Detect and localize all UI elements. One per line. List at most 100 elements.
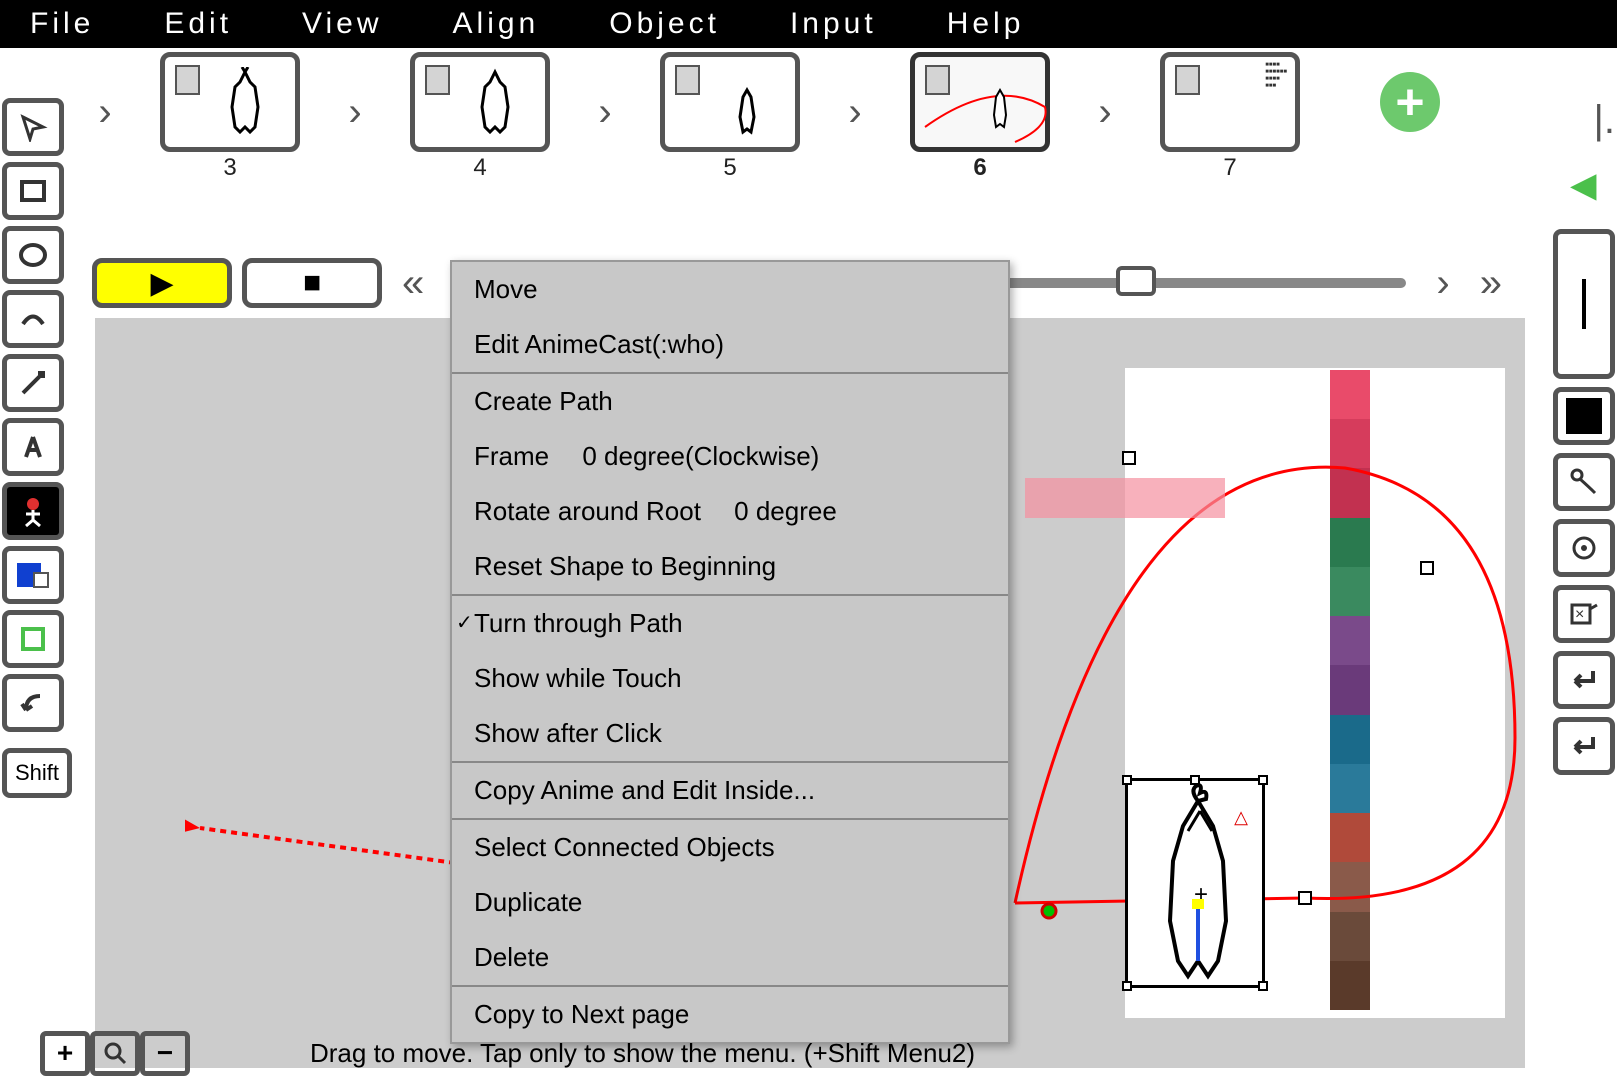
- color-cell: [1330, 616, 1370, 665]
- color-cell: [1330, 518, 1370, 567]
- thumb-num: 5: [723, 154, 736, 182]
- thumb-num: 6: [973, 154, 986, 182]
- left-toolbar: Shift: [2, 98, 77, 798]
- character-object[interactable]: △ +: [1125, 778, 1265, 988]
- menu-align[interactable]: Align: [453, 7, 540, 41]
- color-cell: [1330, 862, 1370, 911]
- thumb-arrow-icon: ›: [590, 72, 620, 152]
- curve-tool[interactable]: [2, 290, 64, 348]
- menu-item-label: Frame 0 degree(Clockwise): [474, 441, 819, 471]
- rewind-button[interactable]: «: [392, 261, 434, 306]
- menu-view[interactable]: View: [302, 7, 382, 41]
- undo-tool[interactable]: [2, 674, 64, 732]
- thumb-7[interactable]: ■■■■■■■■■■■■■■■■■ 7: [1160, 52, 1300, 182]
- menu-item[interactable]: Reset Shape to Beginning: [452, 539, 1008, 594]
- zoom-fit-button[interactable]: [90, 1031, 140, 1076]
- next-button[interactable]: ›: [1426, 261, 1459, 306]
- menu-item-label: Move: [474, 274, 538, 304]
- color-cell: [1330, 912, 1370, 961]
- right-toolbar: |. ◄ ×: [1540, 98, 1615, 775]
- rect-tool[interactable]: [2, 162, 64, 220]
- circle-tool[interactable]: [2, 226, 64, 284]
- thumb-num: 3: [223, 154, 236, 182]
- menu-item[interactable]: Rotate around Root 0 degree: [452, 484, 1008, 539]
- text-tool[interactable]: [2, 418, 64, 476]
- menu-item-label: Duplicate: [474, 887, 582, 917]
- thumb-3[interactable]: 3: [160, 52, 300, 182]
- color-blue-tool[interactable]: [2, 546, 64, 604]
- thumb-4[interactable]: 4: [410, 52, 550, 182]
- stop-button[interactable]: ■: [242, 258, 382, 308]
- svg-text:×: ×: [1575, 606, 1584, 623]
- node-tool[interactable]: [1553, 519, 1615, 577]
- delete-node-tool[interactable]: ×: [1553, 585, 1615, 643]
- status-text: Drag to move. Tap only to show the menu.…: [310, 1038, 975, 1069]
- play-button[interactable]: ▶: [92, 258, 232, 308]
- menu-item-label: Delete: [474, 942, 549, 972]
- color-cell: [1330, 665, 1370, 714]
- thumb-arrow-icon: ›: [90, 72, 120, 152]
- line-tool[interactable]: [2, 354, 64, 412]
- menu-item[interactable]: Frame 0 degree(Clockwise): [452, 429, 1008, 484]
- menu-item[interactable]: Copy Anime and Edit Inside...: [452, 763, 1008, 818]
- zoom-in-button[interactable]: +: [40, 1031, 90, 1076]
- ffwd-button[interactable]: »: [1470, 261, 1512, 306]
- thumb-arrow-icon: ›: [840, 72, 870, 152]
- add-page-button[interactable]: +: [1380, 72, 1440, 132]
- menu-item[interactable]: Delete: [452, 930, 1008, 985]
- shift-button[interactable]: Shift: [2, 748, 72, 798]
- thumb-arrow-icon: ›: [1090, 72, 1120, 152]
- fill-preview[interactable]: [1553, 387, 1615, 445]
- enter-tool[interactable]: [1553, 651, 1615, 709]
- arrow-tool[interactable]: [2, 98, 64, 156]
- color-strip: [1330, 370, 1370, 1010]
- timeline-handle[interactable]: [1116, 266, 1156, 296]
- red-arrow: [185, 818, 465, 878]
- menubar: File Edit View Align Object Input Help: [0, 0, 1617, 48]
- menu-item-label: Show while Touch: [474, 663, 682, 693]
- menu-item[interactable]: Edit AnimeCast(:who): [452, 317, 1008, 372]
- context-menu: Move Edit AnimeCast(:who) Create Path Frame…: [450, 260, 1010, 1044]
- green-arrow-icon[interactable]: ◄: [1561, 161, 1605, 211]
- menu-item[interactable]: Show after Click: [452, 706, 1008, 761]
- menu-item-label: Select Connected Objects: [474, 832, 775, 862]
- color-cell: [1330, 567, 1370, 616]
- menu-item[interactable]: ✓Turn through Path: [452, 596, 1008, 651]
- color-cell: [1330, 813, 1370, 862]
- color-cell: [1330, 961, 1370, 1010]
- thumb-num: 7: [1223, 154, 1236, 182]
- color-cell: [1330, 764, 1370, 813]
- thumb-num: 4: [473, 154, 486, 182]
- color-cell: [1330, 370, 1370, 419]
- page-thumbnails: › 3 › 4 › 5 › 6 ›: [90, 52, 1527, 187]
- menu-item-label: Reset Shape to Beginning: [474, 551, 776, 581]
- menu-help[interactable]: Help: [947, 7, 1025, 41]
- menu-file[interactable]: File: [30, 7, 94, 41]
- menu-object[interactable]: Object: [609, 7, 720, 41]
- anime-tool[interactable]: [2, 482, 64, 540]
- thumb-5[interactable]: 5: [660, 52, 800, 182]
- vbar-icon: |.: [1593, 98, 1615, 143]
- color-cell: [1330, 715, 1370, 764]
- menu-edit[interactable]: Edit: [164, 7, 232, 41]
- menu-item-label: Turn through Path: [474, 608, 683, 638]
- status-bar: + − Drag to move. Tap only to show the m…: [0, 1028, 1617, 1078]
- menu-item[interactable]: Move: [452, 262, 1008, 317]
- check-icon: ✓: [456, 610, 473, 635]
- menu-item-label: Show after Click: [474, 718, 662, 748]
- menu-item[interactable]: Select Connected Objects: [452, 820, 1008, 875]
- menu-item-label: Create Path: [474, 386, 613, 416]
- green-box-tool[interactable]: [2, 610, 64, 668]
- thumb-6[interactable]: 6: [910, 52, 1050, 182]
- stroke-preview[interactable]: [1553, 229, 1615, 379]
- menu-item-label: Rotate around Root 0 degree: [474, 496, 837, 526]
- zoom-out-button[interactable]: −: [140, 1031, 190, 1076]
- menu-item[interactable]: Duplicate: [452, 875, 1008, 930]
- thumb-arrow-icon: ›: [340, 72, 370, 152]
- anchor-tool[interactable]: [1553, 453, 1615, 511]
- enter2-tool[interactable]: [1553, 717, 1615, 775]
- menu-item[interactable]: Show while Touch: [452, 651, 1008, 706]
- menu-item-label: Copy to Next page: [474, 999, 689, 1029]
- menu-input[interactable]: Input: [790, 7, 877, 41]
- menu-item[interactable]: Create Path: [452, 374, 1008, 429]
